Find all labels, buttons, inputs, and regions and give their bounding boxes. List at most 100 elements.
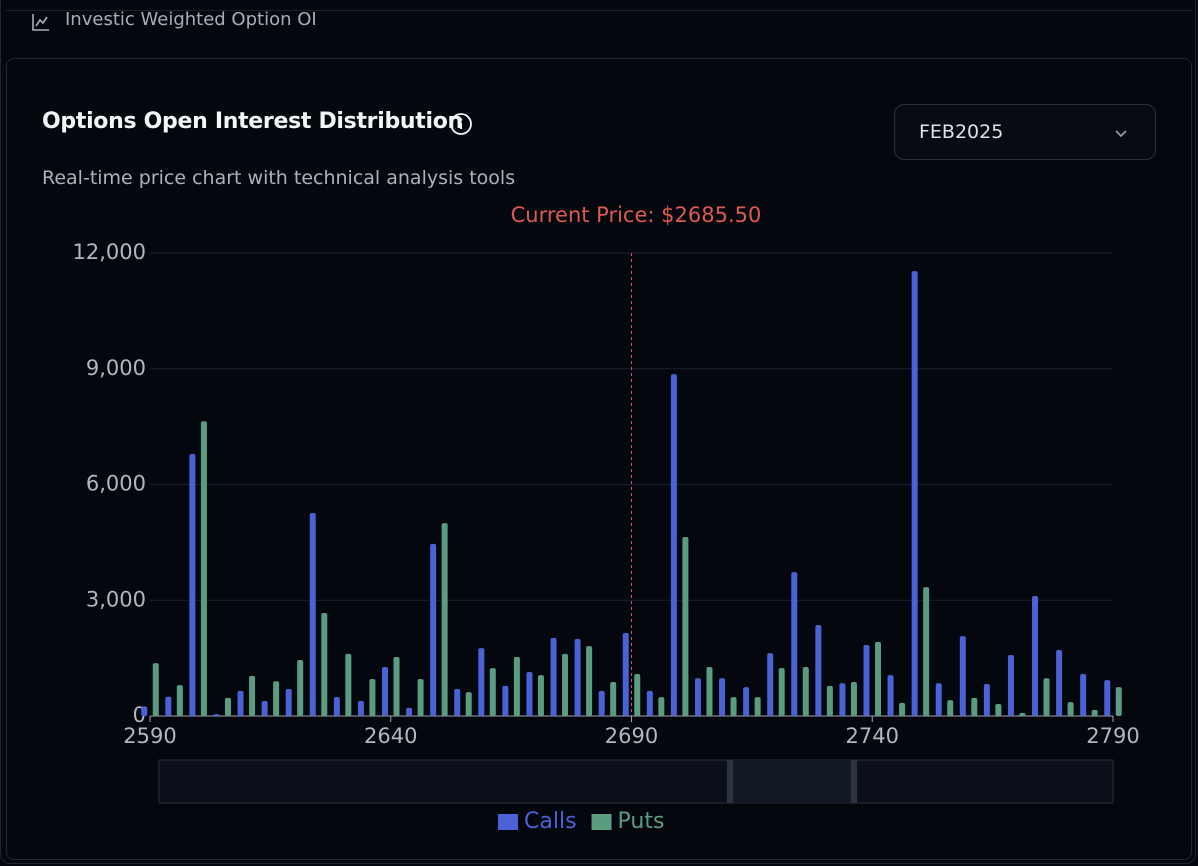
bar <box>767 653 774 716</box>
legend-label: Calls <box>524 809 577 834</box>
bar <box>224 697 231 716</box>
zoom-handle[interactable] <box>851 760 857 803</box>
bar <box>923 587 930 716</box>
x-tick-label: 2590 <box>123 724 176 748</box>
bar <box>141 706 148 716</box>
bar <box>152 663 159 716</box>
bar <box>598 690 605 716</box>
bar <box>213 714 220 716</box>
bar <box>826 685 833 716</box>
y-tick-label: 9,000 <box>86 356 146 380</box>
y-tick-label: 3,000 <box>86 587 146 611</box>
bar <box>562 653 569 716</box>
bar <box>899 702 906 716</box>
bar <box>285 688 292 716</box>
bar <box>802 666 809 716</box>
bar <box>297 660 304 716</box>
subtitle: Real-time price chart with technical ana… <box>42 167 516 189</box>
bar <box>610 682 617 716</box>
bar <box>550 638 557 716</box>
bar <box>947 700 954 716</box>
bar <box>863 645 870 716</box>
title: Options Open Interest Distribution <box>42 109 463 134</box>
bar <box>1104 680 1111 716</box>
bar <box>646 690 653 716</box>
dropdown[interactable]: FEB2025 <box>894 104 1156 160</box>
bar <box>1056 650 1063 716</box>
bar <box>465 692 472 716</box>
bar <box>382 666 388 716</box>
bar <box>670 374 677 716</box>
bar <box>778 668 785 716</box>
divider <box>6 10 1192 11</box>
bar <box>983 683 990 716</box>
bar <box>430 543 437 716</box>
y-tick-label: 6,000 <box>86 472 146 496</box>
y-tick-label: 12,000 <box>73 240 146 264</box>
bar <box>189 454 196 716</box>
x-tick-label: 2640 <box>364 724 417 748</box>
bar <box>995 704 1002 716</box>
bar <box>176 685 183 716</box>
zoom-slider[interactable] <box>158 759 1114 804</box>
bar <box>369 678 376 716</box>
bar <box>357 700 364 716</box>
info-icon[interactable] <box>449 112 473 136</box>
bar <box>875 641 881 716</box>
bar <box>1080 673 1087 716</box>
bar <box>622 633 629 716</box>
x-tick-label: 2790 <box>1086 724 1139 748</box>
bar <box>658 697 665 716</box>
bar <box>1091 709 1098 716</box>
bar <box>273 681 280 716</box>
bar <box>887 675 894 716</box>
legend-swatch <box>591 814 612 830</box>
bar <box>791 572 798 716</box>
panel <box>6 58 1192 860</box>
bar <box>200 421 207 716</box>
bar <box>574 638 581 716</box>
annotation: Current Price: $2685.50 <box>511 203 762 227</box>
bar <box>249 675 256 716</box>
bar <box>682 536 689 716</box>
bar <box>454 688 461 716</box>
bar <box>850 682 857 716</box>
bar <box>935 683 942 716</box>
tab-label[interactable]: Investic Weighted Option OI <box>65 9 317 30</box>
bar <box>261 700 268 716</box>
bar <box>743 687 750 716</box>
bar <box>478 648 485 716</box>
tab-icon <box>32 14 49 31</box>
bar <box>237 690 244 716</box>
x-tick-label: 2740 <box>846 724 899 748</box>
bar <box>333 697 340 716</box>
bar <box>586 646 593 716</box>
legend-swatch <box>498 814 518 830</box>
bar <box>754 697 761 716</box>
bar <box>309 513 316 716</box>
bar <box>537 675 544 716</box>
bar <box>971 697 978 716</box>
bar <box>489 668 496 716</box>
bar <box>526 672 533 716</box>
bar <box>959 636 966 716</box>
bar <box>815 624 822 716</box>
bar <box>911 271 918 716</box>
bar <box>1067 702 1074 716</box>
bar <box>1115 687 1122 716</box>
bar <box>1043 678 1050 716</box>
bar <box>839 683 846 716</box>
bar <box>1007 655 1014 716</box>
chevron <box>1115 130 1127 138</box>
bar <box>345 653 352 716</box>
bar <box>730 697 737 716</box>
bar <box>1019 712 1026 716</box>
zoom-handle[interactable] <box>727 760 733 803</box>
zoom-window[interactable] <box>733 760 851 803</box>
bar <box>417 678 424 716</box>
bar <box>321 612 328 716</box>
bar <box>634 673 641 716</box>
